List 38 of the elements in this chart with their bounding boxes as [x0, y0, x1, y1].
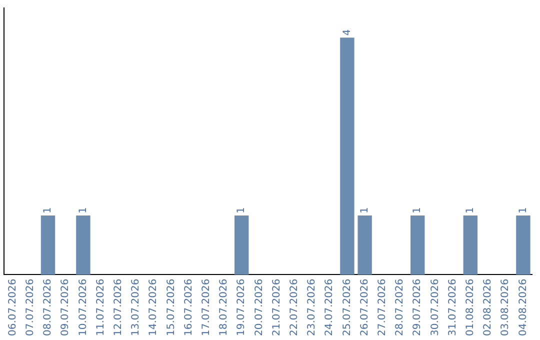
x-tick-label: 06.07.2026	[7, 278, 18, 336]
x-tick-label: 17.07.2026	[200, 278, 212, 336]
x-tick-label: 20.07.2026	[254, 278, 265, 336]
x-tick-label: 18.07.2026	[218, 278, 230, 336]
x-tick-label: 25.07.2026	[342, 278, 353, 336]
x-tick-label: 22.07.2026	[288, 278, 300, 336]
x-tick-label: 16.07.2026	[183, 278, 194, 336]
x-tick-label: 01.08.2026	[464, 278, 476, 336]
x-tick-label: 03.08.2026	[500, 278, 512, 336]
data-label: 1	[412, 207, 424, 214]
x-tick-label: 12.07.2026	[112, 278, 124, 336]
x-tick-label: 24.07.2026	[324, 278, 336, 336]
x-tick-label: 09.07.2026	[60, 278, 72, 336]
x-tick-label: 02.08.2026	[482, 278, 494, 336]
data-label: 4	[342, 29, 353, 36]
x-tick-label: 10.07.2026	[78, 278, 89, 336]
x-tick-label: 28.07.2026	[394, 278, 406, 336]
x-tick-label: 30.07.2026	[430, 278, 441, 336]
data-label: 1	[78, 207, 89, 214]
data-label: 1	[518, 207, 529, 214]
x-tick-label: 07.07.2026	[24, 278, 36, 336]
data-label: 1	[464, 207, 476, 214]
data-label: 1	[42, 207, 54, 214]
x-tick-label: 13.07.2026	[130, 278, 142, 336]
x-tick-label: 27.07.2026	[376, 278, 388, 336]
x-tick-label: 11.07.2026	[95, 278, 106, 336]
x-tick-label: 08.07.2026	[42, 278, 54, 336]
x-tick-label: 21.07.2026	[271, 278, 282, 336]
x-tick-label: 31.07.2026	[447, 278, 458, 336]
x-tick-label: 15.07.2026	[166, 278, 177, 336]
x-tick-label: 04.08.2026	[518, 278, 529, 336]
data-label: 1	[359, 207, 370, 214]
data-label: 1	[236, 207, 248, 214]
x-tick-label: 19.07.2026	[236, 278, 248, 336]
x-tick-label: 23.07.2026	[306, 278, 318, 336]
x-tick-label: 14.07.2026	[148, 278, 160, 336]
x-tick-label: 29.07.2026	[412, 278, 424, 336]
x-tick-label: 26.07.2026	[359, 278, 370, 336]
